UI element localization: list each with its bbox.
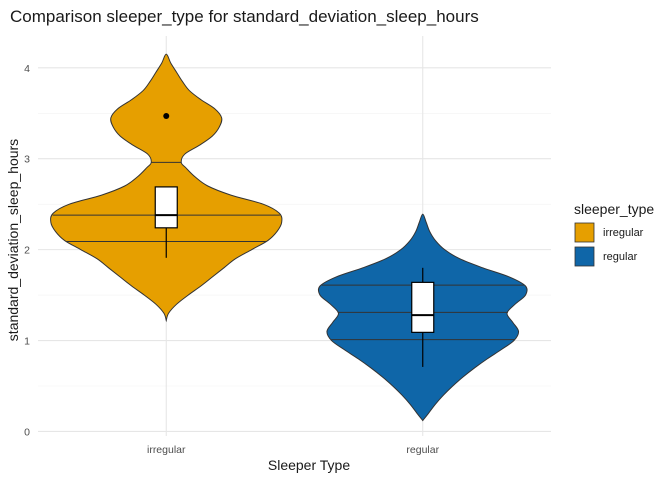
legend-label-regular: regular — [603, 251, 638, 263]
box — [411, 281, 435, 333]
legend: sleeper_type irregular regular — [574, 201, 654, 267]
chart-title: Comparison sleeper_type for standard_dev… — [10, 7, 479, 26]
x-tick-label: regular — [406, 444, 439, 456]
legend-title: sleeper_type — [574, 201, 654, 217]
violins — [50, 53, 528, 422]
violin-irregular — [50, 53, 283, 323]
box — [154, 186, 178, 229]
y-tick-label: 3 — [24, 154, 30, 166]
y-tick-label: 0 — [24, 426, 30, 438]
y-tick-label: 1 — [24, 336, 30, 348]
y-tick-label: 4 — [24, 63, 30, 75]
x-axis-ticks: irregular regular — [147, 444, 440, 456]
legend-swatch-regular — [574, 246, 595, 267]
y-tick-label: 2 — [24, 245, 30, 257]
violin-regular — [317, 213, 528, 422]
legend-swatch-irregular — [574, 222, 595, 243]
y-axis-title: standard_deviation_sleep_hours — [5, 139, 21, 341]
y-axis-ticks: 0 1 2 3 4 — [24, 63, 30, 439]
x-tick-label: irregular — [147, 444, 186, 456]
outlier-point — [163, 113, 170, 119]
x-axis-title: Sleeper Type — [268, 457, 350, 473]
legend-label-irregular: irregular — [603, 227, 644, 239]
